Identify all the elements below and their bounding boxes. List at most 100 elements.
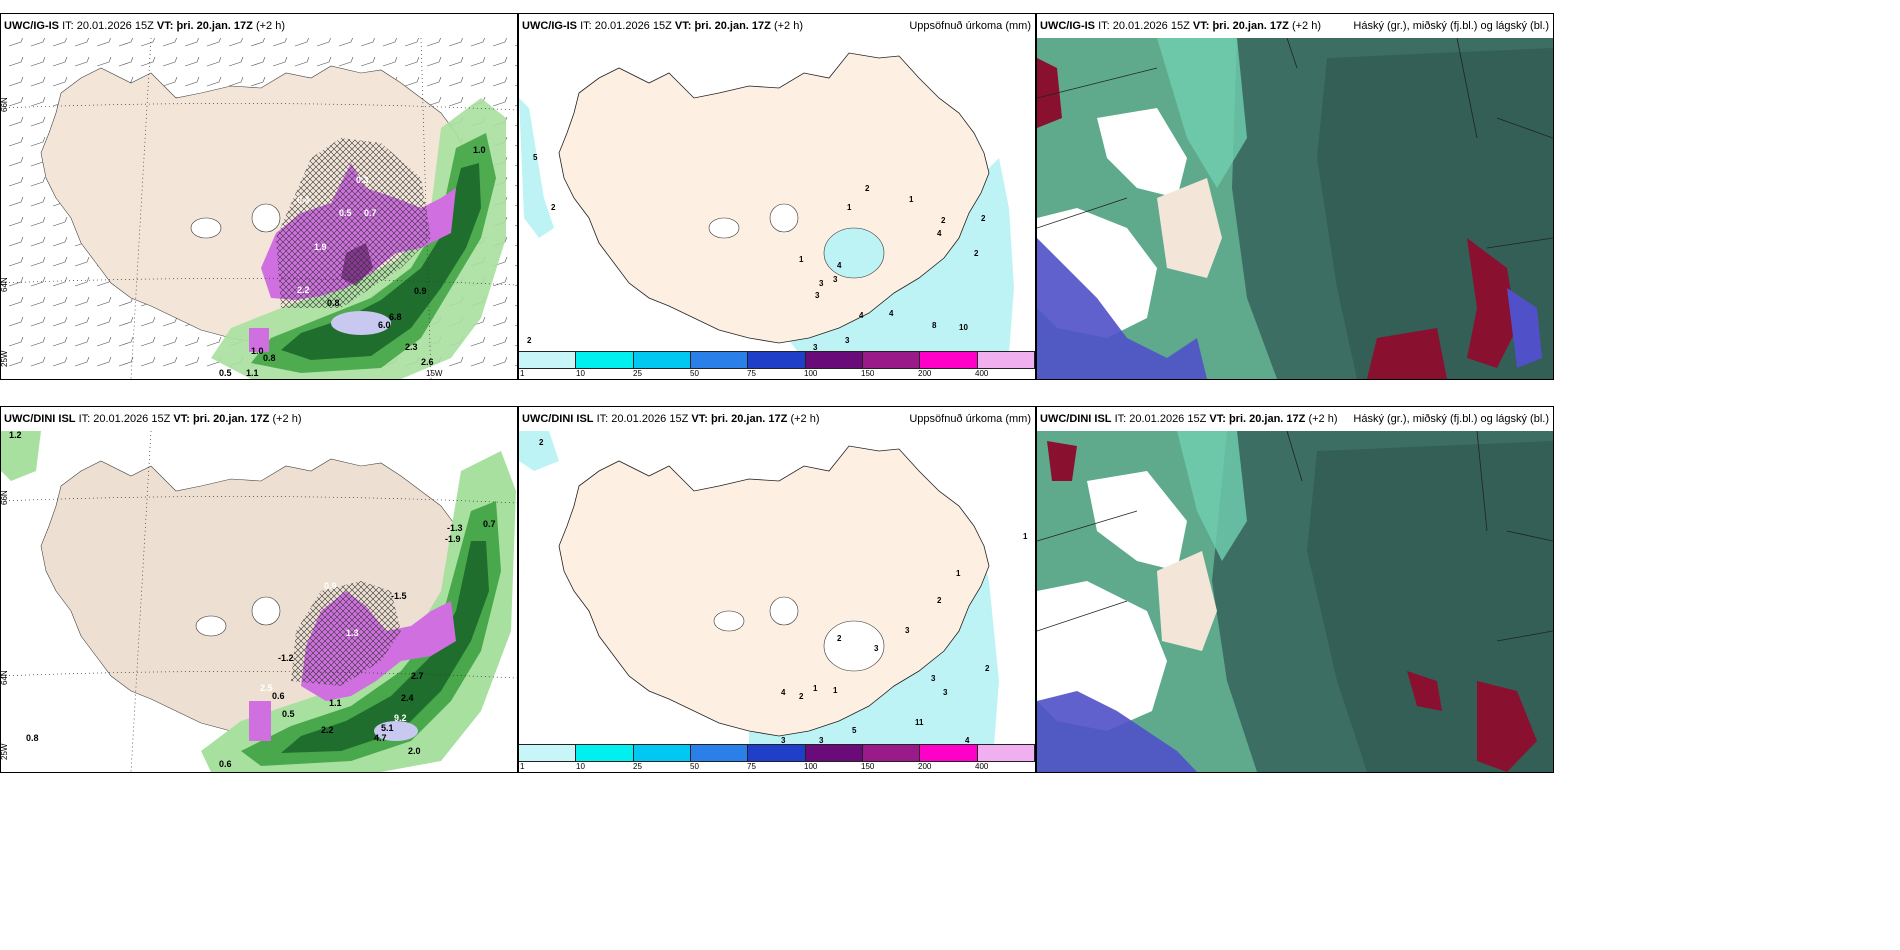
wind-barb <box>96 38 111 47</box>
wind-barb <box>470 336 486 347</box>
wind-barb <box>74 316 90 327</box>
map-panel-ig-wind: UWC/IG-IS IT: 20.01.2026 15Z VT: þri. 20… <box>0 13 518 380</box>
panel-header: UWC/DINI ISL IT: 20.01.2026 15Z VT: þri.… <box>1037 407 1553 431</box>
grid-label: 15W <box>426 369 443 378</box>
value-label: 2.5 <box>260 683 273 693</box>
wind-barb <box>470 356 486 367</box>
value-label: 6.0 <box>378 320 391 330</box>
value-label: 3 <box>874 644 879 653</box>
map-panel-ig-precip: UWC/IG-IS IT: 20.01.2026 15Z VT: þri. 20… <box>518 13 1036 380</box>
wind-barb <box>96 356 112 367</box>
value-label: 10 <box>959 323 968 332</box>
wind-barb <box>162 56 178 67</box>
value-labels: 1.0 0.4 0.3 1.9 0.7 0.5 2.2 0.8 0.9 6.8 … <box>219 145 486 378</box>
wind-barb <box>470 38 485 47</box>
wind-barb <box>514 325 517 327</box>
wind-barb <box>118 316 134 327</box>
value-label: -1.3 <box>447 523 463 533</box>
wind-barb <box>30 96 46 107</box>
map-canvas: 2 1 1 2 3 3 2 3 3 2 4 2 1 1 5 11 3 3 4 <box>519 431 1028 746</box>
wind-barb <box>492 38 507 47</box>
value-label: 0.5 <box>339 208 352 218</box>
wind-barb <box>162 336 178 347</box>
wind-barb <box>514 185 517 187</box>
wind-barb <box>514 125 517 127</box>
value-label: 1 <box>813 684 818 693</box>
wind-barb <box>8 76 24 87</box>
value-label: 2 <box>527 336 532 345</box>
wind-barb <box>206 76 222 87</box>
iceland-land <box>558 52 990 344</box>
panel-right-title: Uppsöfnuð úrkoma (mm) <box>909 20 1031 32</box>
wind-barb <box>492 336 508 347</box>
value-label: 2 <box>551 203 556 212</box>
value-label: 2.7 <box>411 671 424 681</box>
grid-label: 25W <box>1 350 9 367</box>
value-label: 2 <box>799 692 804 701</box>
wind-barb <box>52 216 68 227</box>
wind-barb <box>514 105 517 107</box>
wind-barb <box>118 56 134 67</box>
wind-barb <box>184 76 200 87</box>
value-label: 0.3 <box>356 175 369 185</box>
wind-barb <box>404 56 420 67</box>
value-labels: 1.2 0.7 -1.3 -1.9 0.9 -1.5 1.3 -1.2 2.5 … <box>9 431 496 769</box>
colorbar-segment <box>977 351 1035 369</box>
value-label: 1.0 <box>473 145 486 155</box>
wind-barb <box>492 356 508 367</box>
value-label: 3 <box>819 279 824 288</box>
wind-barb <box>184 56 200 67</box>
wind-barb <box>206 38 221 47</box>
wind-barb <box>8 276 24 287</box>
value-label: 3 <box>781 736 786 745</box>
wind-barb <box>360 56 376 67</box>
value-label: 0.5 <box>219 368 232 378</box>
panel-header: UWC/IG-IS IT: 20.01.2026 15Z VT: þri. 20… <box>1037 14 1553 38</box>
value-label: 2 <box>941 216 946 225</box>
map-panel-dini-wind: UWC/DINI ISL IT: 20.01.2026 15Z VT: þri.… <box>0 406 518 773</box>
wind-barb <box>206 56 222 67</box>
colorbar <box>519 351 1035 369</box>
wind-barb <box>52 76 68 87</box>
colorbar-label: 75 <box>747 369 756 378</box>
wind-barb <box>140 356 156 367</box>
panel-header: UWC/IG-IS IT: 20.01.2026 15Z VT: þri. 20… <box>1 14 517 38</box>
value-label: 3 <box>833 275 838 284</box>
map-canvas: 66N 64N 25W 15W 1.0 0.4 0.3 1.9 0.7 0.5 … <box>1 38 517 379</box>
wind-barb <box>8 136 24 147</box>
value-label: -1.9 <box>445 534 461 544</box>
wind-barb <box>448 356 464 367</box>
colorbar-label: 50 <box>690 762 699 771</box>
wind-barb <box>448 96 464 107</box>
colorbar-label: 200 <box>918 369 932 378</box>
wind-barb <box>140 38 155 47</box>
wind-barb <box>8 336 24 347</box>
wind-barb <box>492 76 508 87</box>
wind-barb <box>470 76 486 87</box>
value-label: 2 <box>974 249 979 258</box>
value-label: 0.9 <box>414 286 427 296</box>
colorbar-label: 25 <box>633 369 642 378</box>
wind-barb <box>448 76 464 87</box>
wind-barb <box>52 276 68 287</box>
colorbar-label: 400 <box>975 762 989 771</box>
value-label: 2 <box>837 634 842 643</box>
wind-barb <box>74 56 90 67</box>
colorbar-segment <box>748 744 806 762</box>
wind-barb <box>8 356 24 367</box>
colorbar-label: 100 <box>804 762 818 771</box>
grid-label: 66N <box>1 490 9 505</box>
value-label: 1.1 <box>246 368 259 378</box>
colorbar-segment <box>576 744 634 762</box>
wind-barb <box>30 256 46 267</box>
map-panel-dini-clouds: UWC/DINI ISL IT: 20.01.2026 15Z VT: þri.… <box>1036 406 1554 773</box>
wind-barb <box>30 316 46 327</box>
wind-barb <box>30 76 46 87</box>
wind-barb <box>492 56 508 67</box>
wind-barb <box>30 296 46 307</box>
panel-header: UWC/DINI ISL IT: 20.01.2026 15Z VT: þri.… <box>519 407 1035 431</box>
value-label: 0.8 <box>263 353 276 363</box>
colorbar-segment <box>748 351 806 369</box>
value-label: 0.8 <box>327 298 340 308</box>
wind-barb <box>8 216 24 227</box>
